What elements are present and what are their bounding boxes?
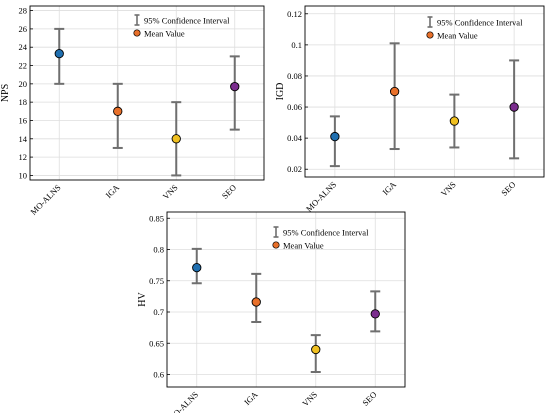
mean-point xyxy=(449,116,460,126)
y-tick-label: 0.7 xyxy=(153,307,164,317)
x-tick-label: VNS xyxy=(161,182,180,201)
legend-mean-label: Mean Value xyxy=(437,31,478,41)
y-tick-label: 0.75 xyxy=(149,276,164,286)
legend: 95% Confidence Interval Mean Value xyxy=(272,226,369,251)
legend-errorbar-icon xyxy=(134,14,140,26)
y-tick-label: 0.65 xyxy=(149,338,164,348)
y-tick-label: 28 xyxy=(19,6,28,16)
legend-ci-label: 95% Confidence Interval xyxy=(144,16,230,26)
x-tick-label: MO-ALNS xyxy=(166,389,201,413)
x-tick-label: SEO xyxy=(360,389,378,407)
x-tick-label: IGA xyxy=(103,182,121,200)
y-tick-label: 14 xyxy=(19,134,28,144)
y-axis-label: HV xyxy=(137,292,148,307)
mean-point xyxy=(54,48,64,59)
mean-point xyxy=(330,131,340,142)
y-tick-label: 22 xyxy=(19,61,28,71)
legend-errorbar-icon xyxy=(273,226,279,238)
legend-ci-label: 95% Confidence Interval xyxy=(283,228,369,238)
y-tick-label: 0.02 xyxy=(287,164,302,174)
y-tick-label: 12 xyxy=(19,152,28,162)
mean-point xyxy=(509,102,519,112)
legend-mean-marker-icon xyxy=(133,29,141,37)
mean-point xyxy=(171,134,181,144)
mean-point xyxy=(251,297,261,307)
legend: 95% Confidence Interval Mean Value xyxy=(426,16,523,41)
y-tick-label: 0.12 xyxy=(287,9,302,19)
x-tick-label: VNS xyxy=(439,179,458,198)
legend-ci-label: 95% Confidence Interval xyxy=(437,18,523,28)
error-bar xyxy=(329,115,340,168)
y-tick-label: 0.6 xyxy=(153,370,164,380)
x-tick-label: IGA xyxy=(242,389,260,407)
legend-mean-label: Mean Value xyxy=(144,29,185,39)
error-bar xyxy=(389,42,400,151)
mean-point xyxy=(192,262,202,273)
y-tick-label: 0.8 xyxy=(153,245,164,255)
y-tick-label: 10 xyxy=(19,170,28,180)
x-tick-label: VNS xyxy=(300,389,319,408)
x-tick-label: MO-ALNS xyxy=(304,179,339,214)
plot-area-frame xyxy=(304,5,545,178)
y-tick-label: 0.08 xyxy=(287,71,302,81)
legend-errorbar-icon xyxy=(427,16,433,28)
mean-point xyxy=(370,309,380,319)
y-tick-label: 0.85 xyxy=(149,213,164,223)
plot-area-frame xyxy=(166,211,406,388)
y-tick-label: 26 xyxy=(19,24,28,34)
x-tick-label: MO-ALNS xyxy=(28,182,63,217)
igd-chart: 0.02 0.04 0.06 0.08 0.1 0.12 IGD MO-ALNS IGA VNS S… xyxy=(275,5,545,214)
y-tick-label: 0.1 xyxy=(291,40,302,50)
plot-area-frame xyxy=(29,5,265,181)
mean-point xyxy=(230,81,240,92)
error-bar xyxy=(229,55,240,131)
x-tick-label: SEO xyxy=(499,179,517,197)
mean-point xyxy=(113,106,123,116)
y-axis-label: NPS xyxy=(0,84,11,102)
legend-mean-label: Mean Value xyxy=(283,241,324,251)
y-tick-label: 0.06 xyxy=(287,102,302,112)
y-tick-label: 18 xyxy=(19,97,28,107)
x-tick-label: IGA xyxy=(380,179,398,197)
y-tick-label: 20 xyxy=(19,79,28,89)
mean-point xyxy=(311,344,321,355)
legend-mean-marker-icon xyxy=(426,31,434,39)
hv-chart: 0.6 0.65 0.7 0.75 0.8 0.85 HV MO-ALNS IGA VNS SEO 9… xyxy=(137,211,406,413)
x-tick-label: SEO xyxy=(220,182,238,200)
legend: 95% Confidence Interval Mean Value xyxy=(133,14,230,39)
y-tick-label: 16 xyxy=(19,115,28,125)
y-tick-label: 0.04 xyxy=(287,133,303,143)
y-axis-label: IGD xyxy=(275,83,286,101)
legend-mean-marker-icon xyxy=(272,241,280,249)
mean-point xyxy=(389,86,400,97)
nps-chart: 10 12 14 16 18 20 22 24 26 28 NPS MO-ALNS IGA VNS SEO 9… xyxy=(0,5,265,217)
y-tick-label: 24 xyxy=(19,42,28,52)
